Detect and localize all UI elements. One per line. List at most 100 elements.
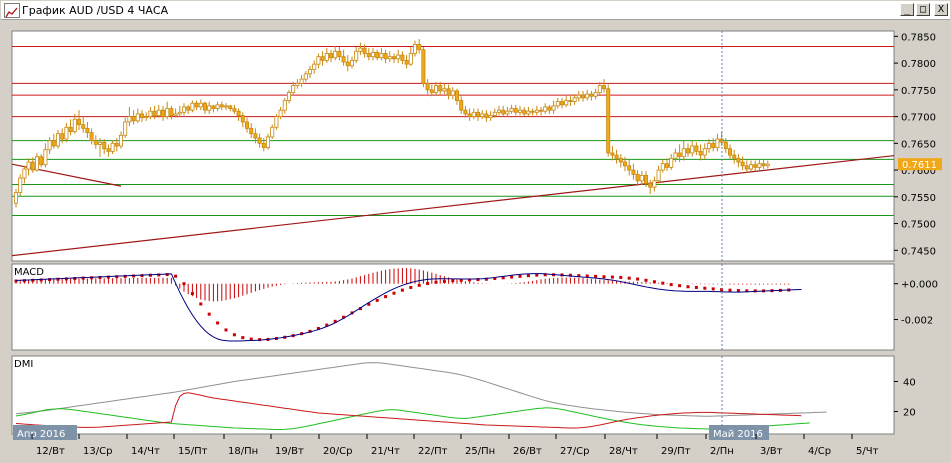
candle-body [602, 85, 607, 90]
candle-body [181, 106, 186, 113]
macd-signal-point [56, 277, 60, 281]
close-button[interactable]: X [934, 3, 948, 16]
candle-body [761, 163, 766, 167]
dmi-plus-di-line [15, 407, 810, 430]
macd-signal-point [669, 283, 673, 287]
month-marker-label: Май 2016 [713, 429, 763, 440]
candle-body [106, 148, 111, 152]
candle-body [627, 165, 632, 171]
price-tick-label: 0.7450 [901, 246, 936, 257]
macd-signal-point [577, 274, 581, 278]
candle-body [564, 100, 569, 106]
price-tick-label: 0.7550 [901, 193, 936, 204]
price-tick-label: 0.7750 [901, 86, 936, 97]
candle-body [404, 60, 409, 65]
macd-signal-point [123, 274, 127, 278]
candle-body [307, 69, 312, 75]
candle-body [278, 109, 283, 117]
candle-body [156, 109, 161, 116]
macd-signal-point [190, 292, 194, 296]
candle-body [665, 163, 670, 168]
maximize-button[interactable]: □ [916, 3, 930, 16]
candle-body [282, 100, 287, 111]
candle-body [740, 161, 745, 167]
macd-signal-point [484, 277, 488, 281]
candle-body [560, 101, 565, 106]
candle-body [215, 104, 220, 109]
candle-body [694, 145, 699, 152]
chart-app-icon [4, 3, 20, 18]
candle-body [127, 116, 132, 123]
current-price-label: 0.7611 [902, 160, 937, 171]
macd-signal-point [426, 282, 430, 286]
candle-body [610, 152, 615, 156]
macd-signal-point [216, 321, 220, 325]
macd-signal-point [81, 276, 85, 280]
candle-body [673, 152, 678, 159]
candle-body [442, 88, 447, 92]
x-tick-label: 4/Ср [808, 446, 831, 457]
candle-body [51, 140, 56, 147]
candle-body [475, 111, 480, 117]
x-tick-label: 19/Вт [275, 446, 304, 457]
candle-body [438, 85, 443, 92]
macd-signal-point [249, 337, 253, 341]
candle-body [64, 126, 69, 140]
x-tick-label: 12/Вт [36, 446, 65, 457]
macd-signal-point [644, 278, 648, 282]
price-tick-label: 0.7700 [901, 113, 936, 124]
macd-signal-point [358, 307, 362, 311]
macd-signal-point [392, 291, 396, 295]
candle-body [240, 115, 245, 123]
candle-body [160, 109, 165, 117]
candle-body [681, 148, 686, 158]
candle-body [471, 111, 476, 117]
candle-body [316, 56, 321, 65]
candle-body [555, 101, 560, 107]
candle-body [186, 106, 191, 111]
candle-body [295, 83, 300, 86]
candle-body [253, 133, 258, 139]
macd-signal-point [493, 277, 497, 281]
candle-body [43, 149, 48, 166]
macd-signal-point [182, 282, 186, 286]
x-tick-label: 3/Вт [760, 446, 783, 457]
macd-signal-point [409, 285, 413, 289]
macd-signal-point [468, 278, 472, 282]
candle-body [433, 85, 438, 93]
candle-body [711, 142, 716, 149]
title-bar[interactable]: График AUD /USD 4 ЧАСА _ □ X [1, 1, 950, 20]
candle-body [723, 141, 728, 150]
candle-body [261, 142, 266, 149]
macd-signal-point [594, 274, 598, 278]
candle-body [375, 51, 380, 59]
macd-signal-point [140, 274, 144, 278]
candle-body [114, 142, 119, 147]
candle-body [345, 61, 350, 67]
candle-body [450, 90, 455, 96]
candle-body [597, 85, 602, 93]
macd-signal-point [745, 289, 749, 293]
macd-signal-point [501, 276, 505, 280]
candle-body [152, 110, 157, 116]
candle-body [89, 132, 94, 142]
candle-body [177, 111, 182, 115]
candle-body [534, 109, 539, 113]
candle-body [757, 163, 762, 168]
macd-signal-point [585, 274, 589, 278]
macd-signal-point [232, 333, 236, 337]
macd-signal-point [367, 302, 371, 306]
price-pane [11, 30, 895, 262]
candle-body [236, 110, 241, 116]
minimize-button[interactable]: _ [900, 3, 914, 16]
dmi-minus-di-line [15, 392, 802, 429]
candle-body [686, 148, 691, 154]
candle-body [249, 127, 254, 135]
macd-signal-point [48, 278, 52, 282]
macd-signal-point [602, 275, 606, 279]
macd-signal-point [384, 295, 388, 299]
candle-body [139, 113, 144, 119]
candle-body [690, 145, 695, 154]
candle-body [244, 121, 249, 129]
candle-body [144, 116, 149, 119]
